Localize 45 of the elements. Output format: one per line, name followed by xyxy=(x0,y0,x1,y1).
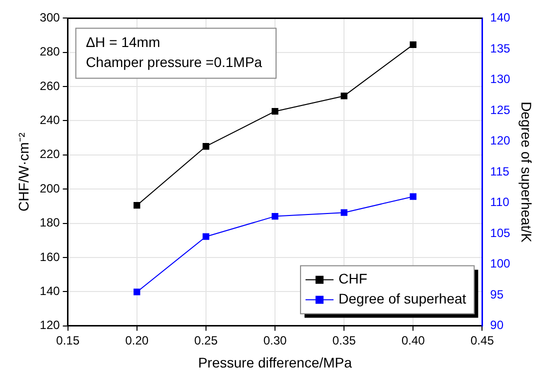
point xyxy=(272,108,278,115)
y-tick-label: 260 xyxy=(40,78,60,93)
y2-tick-label: 115 xyxy=(490,164,510,178)
point xyxy=(202,233,210,240)
y-tick-label: 140 xyxy=(40,284,60,298)
y2-tick-label: 110 xyxy=(490,195,510,210)
y2-tick-label: 90 xyxy=(490,318,504,332)
x-tick-label: 0.15 xyxy=(56,333,80,348)
y2-tick-label: 135 xyxy=(490,41,511,56)
point xyxy=(134,288,140,296)
y-tick-label: 200 xyxy=(40,181,60,196)
y-tick-label: 160 xyxy=(40,250,60,264)
y-tick-label: 180 xyxy=(40,216,60,230)
y2-tick-label: 120 xyxy=(490,134,511,148)
y-tick-label: 220 xyxy=(40,147,60,162)
x-tick-label: 0.25 xyxy=(194,333,218,348)
annotation: ΔH = 14mm xyxy=(86,34,160,50)
point xyxy=(202,143,210,150)
legend-label: CHF xyxy=(338,270,368,287)
annotation: Champer pressure =0.1MPa xyxy=(86,54,262,70)
y-tick-label: 240 xyxy=(40,113,60,128)
y2-tick-label: 140 xyxy=(490,10,511,25)
y-tick-label: 300 xyxy=(40,10,60,25)
point xyxy=(272,212,278,220)
y2-tick-label: 100 xyxy=(490,256,511,271)
point xyxy=(340,209,348,216)
y-tick-label: 120 xyxy=(40,318,60,332)
point xyxy=(410,41,416,48)
x-tick-label: 0.45 xyxy=(470,333,494,348)
x-tick-label: 0.30 xyxy=(263,333,287,348)
y2-axis-title: Degree of superheat/K xyxy=(518,102,535,244)
y2-tick-label: 125 xyxy=(490,102,511,117)
y-tick-label: 280 xyxy=(40,44,60,59)
point xyxy=(340,92,348,100)
point xyxy=(410,193,416,200)
x-tick-label: 0.35 xyxy=(332,333,356,348)
x-tick-label: 0.20 xyxy=(125,333,149,348)
point xyxy=(134,202,140,209)
x-axis-title: Pressure difference/MPa xyxy=(198,354,352,370)
y2-tick-label: 105 xyxy=(490,226,511,240)
x-tick-label: 0.40 xyxy=(401,333,426,348)
y-axis-title: CHF/W·cm⁻² xyxy=(15,132,32,212)
legend-label: Degree of superheat xyxy=(338,290,466,307)
y2-tick-label: 130 xyxy=(490,72,511,86)
y2-tick-label: 95 xyxy=(490,287,504,302)
